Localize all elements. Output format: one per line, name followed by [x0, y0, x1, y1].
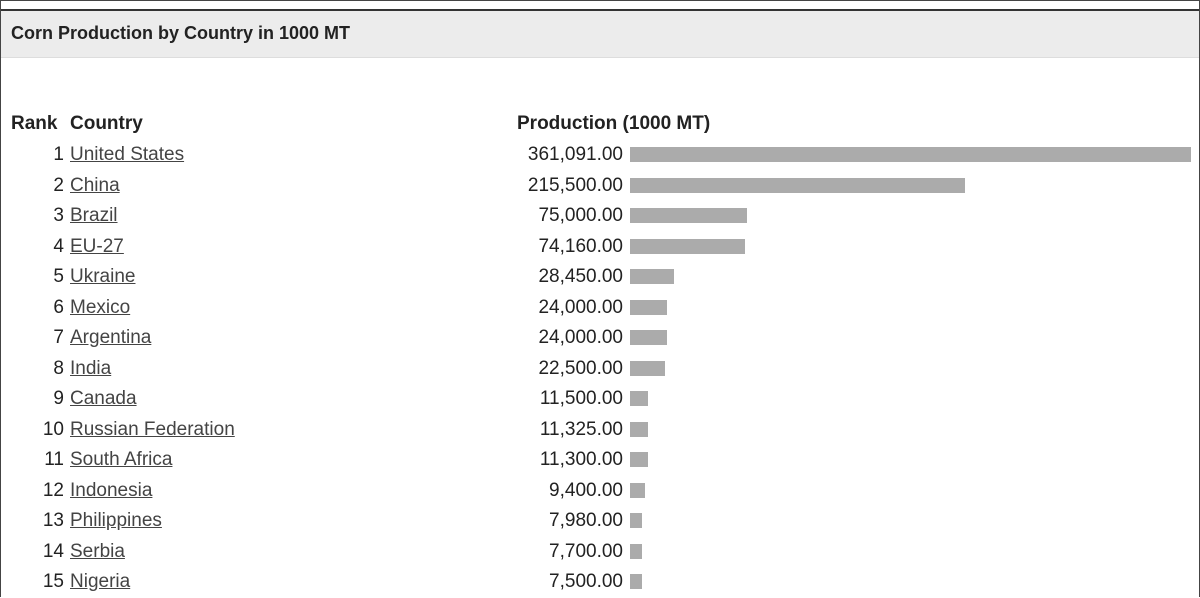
column-header: Production (1000 MT) — [517, 113, 711, 134]
bar — [630, 299, 668, 315]
production: 11,325.00 — [539, 418, 623, 440]
rank: 2 — [53, 174, 64, 196]
country-link[interactable]: Argentina — [70, 327, 152, 348]
bar — [630, 238, 746, 254]
rank: 10 — [42, 418, 64, 440]
panel-header: Corn Production by Country in 1000 MT — [1, 9, 1199, 58]
country-link[interactable]: Nigeria — [70, 571, 131, 592]
production: 361,091.00 — [527, 144, 623, 165]
rank: 14 — [42, 540, 64, 562]
production: 11,300.00 — [539, 449, 623, 470]
production: 22,500.00 — [538, 357, 623, 379]
bar — [630, 330, 668, 345]
column-header: Country — [70, 113, 143, 134]
production: 11,500.00 — [539, 388, 623, 409]
country-link[interactable]: Mexico — [70, 296, 131, 318]
production: 9,400.00 — [549, 479, 623, 501]
bar — [630, 482, 645, 498]
rank: 3 — [53, 205, 64, 226]
bar — [630, 543, 642, 559]
country-link[interactable]: Canada — [70, 388, 137, 409]
rank: 7 — [53, 327, 64, 348]
rank: 6 — [53, 296, 64, 318]
bar — [630, 208, 747, 223]
bar — [630, 177, 965, 193]
country-link[interactable]: China — [70, 174, 120, 196]
rank: 13 — [42, 510, 64, 531]
rank: 4 — [53, 235, 64, 257]
bar — [630, 391, 648, 406]
bar — [630, 574, 642, 589]
country-link[interactable]: Russian Federation — [70, 418, 235, 440]
bar — [630, 360, 665, 376]
country-link[interactable]: Philippines — [70, 510, 162, 531]
production: 28,450.00 — [538, 266, 623, 287]
country-link[interactable]: Ukraine — [70, 266, 136, 287]
production: 7,500.00 — [549, 571, 623, 592]
country-link[interactable]: EU-27 — [70, 235, 124, 257]
bar — [630, 452, 648, 467]
production: 7,700.00 — [549, 540, 623, 562]
rank: 12 — [42, 479, 64, 501]
country-link[interactable]: United States — [70, 144, 185, 165]
column-header: Rank — [11, 113, 58, 134]
bar — [630, 269, 675, 284]
country-link[interactable]: South Africa — [70, 449, 173, 470]
production: 215,500.00 — [527, 174, 623, 196]
production: 74,160.00 — [538, 235, 623, 257]
bar — [630, 147, 1191, 162]
rank: 1 — [53, 144, 64, 165]
production: 24,000.00 — [538, 296, 623, 318]
rank: 5 — [53, 266, 64, 287]
production: 75,000.00 — [538, 205, 623, 226]
country-link[interactable]: Indonesia — [70, 479, 153, 501]
production: 24,000.00 — [538, 327, 623, 348]
country-link[interactable]: Brazil — [70, 205, 118, 226]
rank: 15 — [42, 571, 64, 592]
bar — [630, 421, 648, 437]
country-link[interactable]: Serbia — [70, 540, 125, 562]
production: 7,980.00 — [549, 510, 623, 531]
rank: 11 — [44, 449, 64, 470]
panel-title: Corn Production by Country in 1000 MT — [11, 23, 351, 43]
country-link[interactable]: India — [70, 357, 112, 379]
rank: 9 — [53, 388, 64, 409]
bar — [630, 513, 643, 528]
rank: 8 — [53, 357, 64, 379]
